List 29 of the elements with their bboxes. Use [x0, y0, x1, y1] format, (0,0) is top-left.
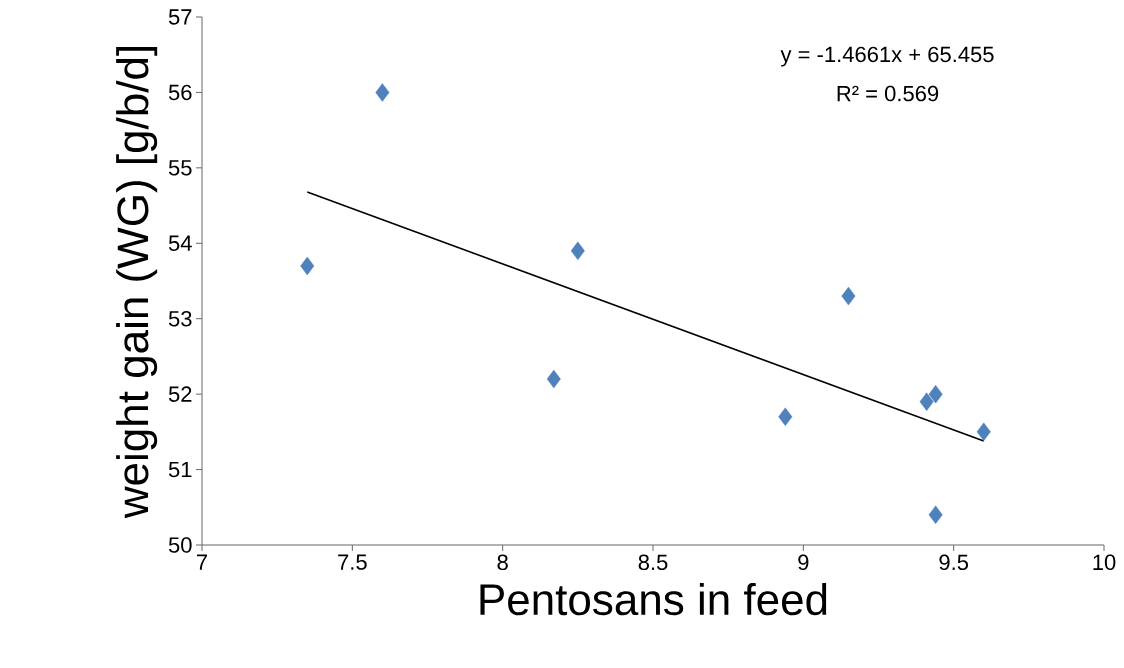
- annotation: y = -1.4661x + 65.455: [780, 46, 994, 67]
- y-tick-label: 51: [168, 461, 192, 478]
- x-tick-label: 9.5: [939, 554, 969, 571]
- y-tick-label: 50: [168, 537, 192, 553]
- point: [570, 241, 585, 261]
- point: [976, 422, 991, 442]
- x-axis-title: Pentosans in feed: [480, 582, 827, 616]
- y-tick-label: 53: [168, 310, 192, 327]
- x-tick-label: 8: [497, 554, 508, 571]
- y-tick-label: 57: [168, 9, 192, 25]
- point: [928, 384, 943, 404]
- x-tick-label: 10: [1093, 554, 1116, 571]
- x-tick-label: 7: [197, 554, 208, 570]
- x-tick-label: 8.5: [638, 554, 668, 571]
- point: [778, 407, 793, 426]
- point: [300, 256, 315, 276]
- x-tick-label: 9: [798, 554, 809, 571]
- x-tick-label: 7.5: [338, 554, 367, 570]
- point: [375, 83, 390, 102]
- point: [919, 392, 934, 411]
- y-axis-title: weight gain (WG) [g/b/d]: [116, 46, 158, 519]
- y-tick-label: 55: [168, 160, 192, 176]
- point: [546, 369, 561, 389]
- y-tick-label: 54: [168, 235, 192, 251]
- annotation: R² = 0.569: [837, 85, 939, 102]
- y-tick-label: 52: [168, 386, 192, 402]
- point: [928, 505, 943, 525]
- y-tick-label: 56: [168, 84, 192, 101]
- point: [841, 286, 856, 306]
